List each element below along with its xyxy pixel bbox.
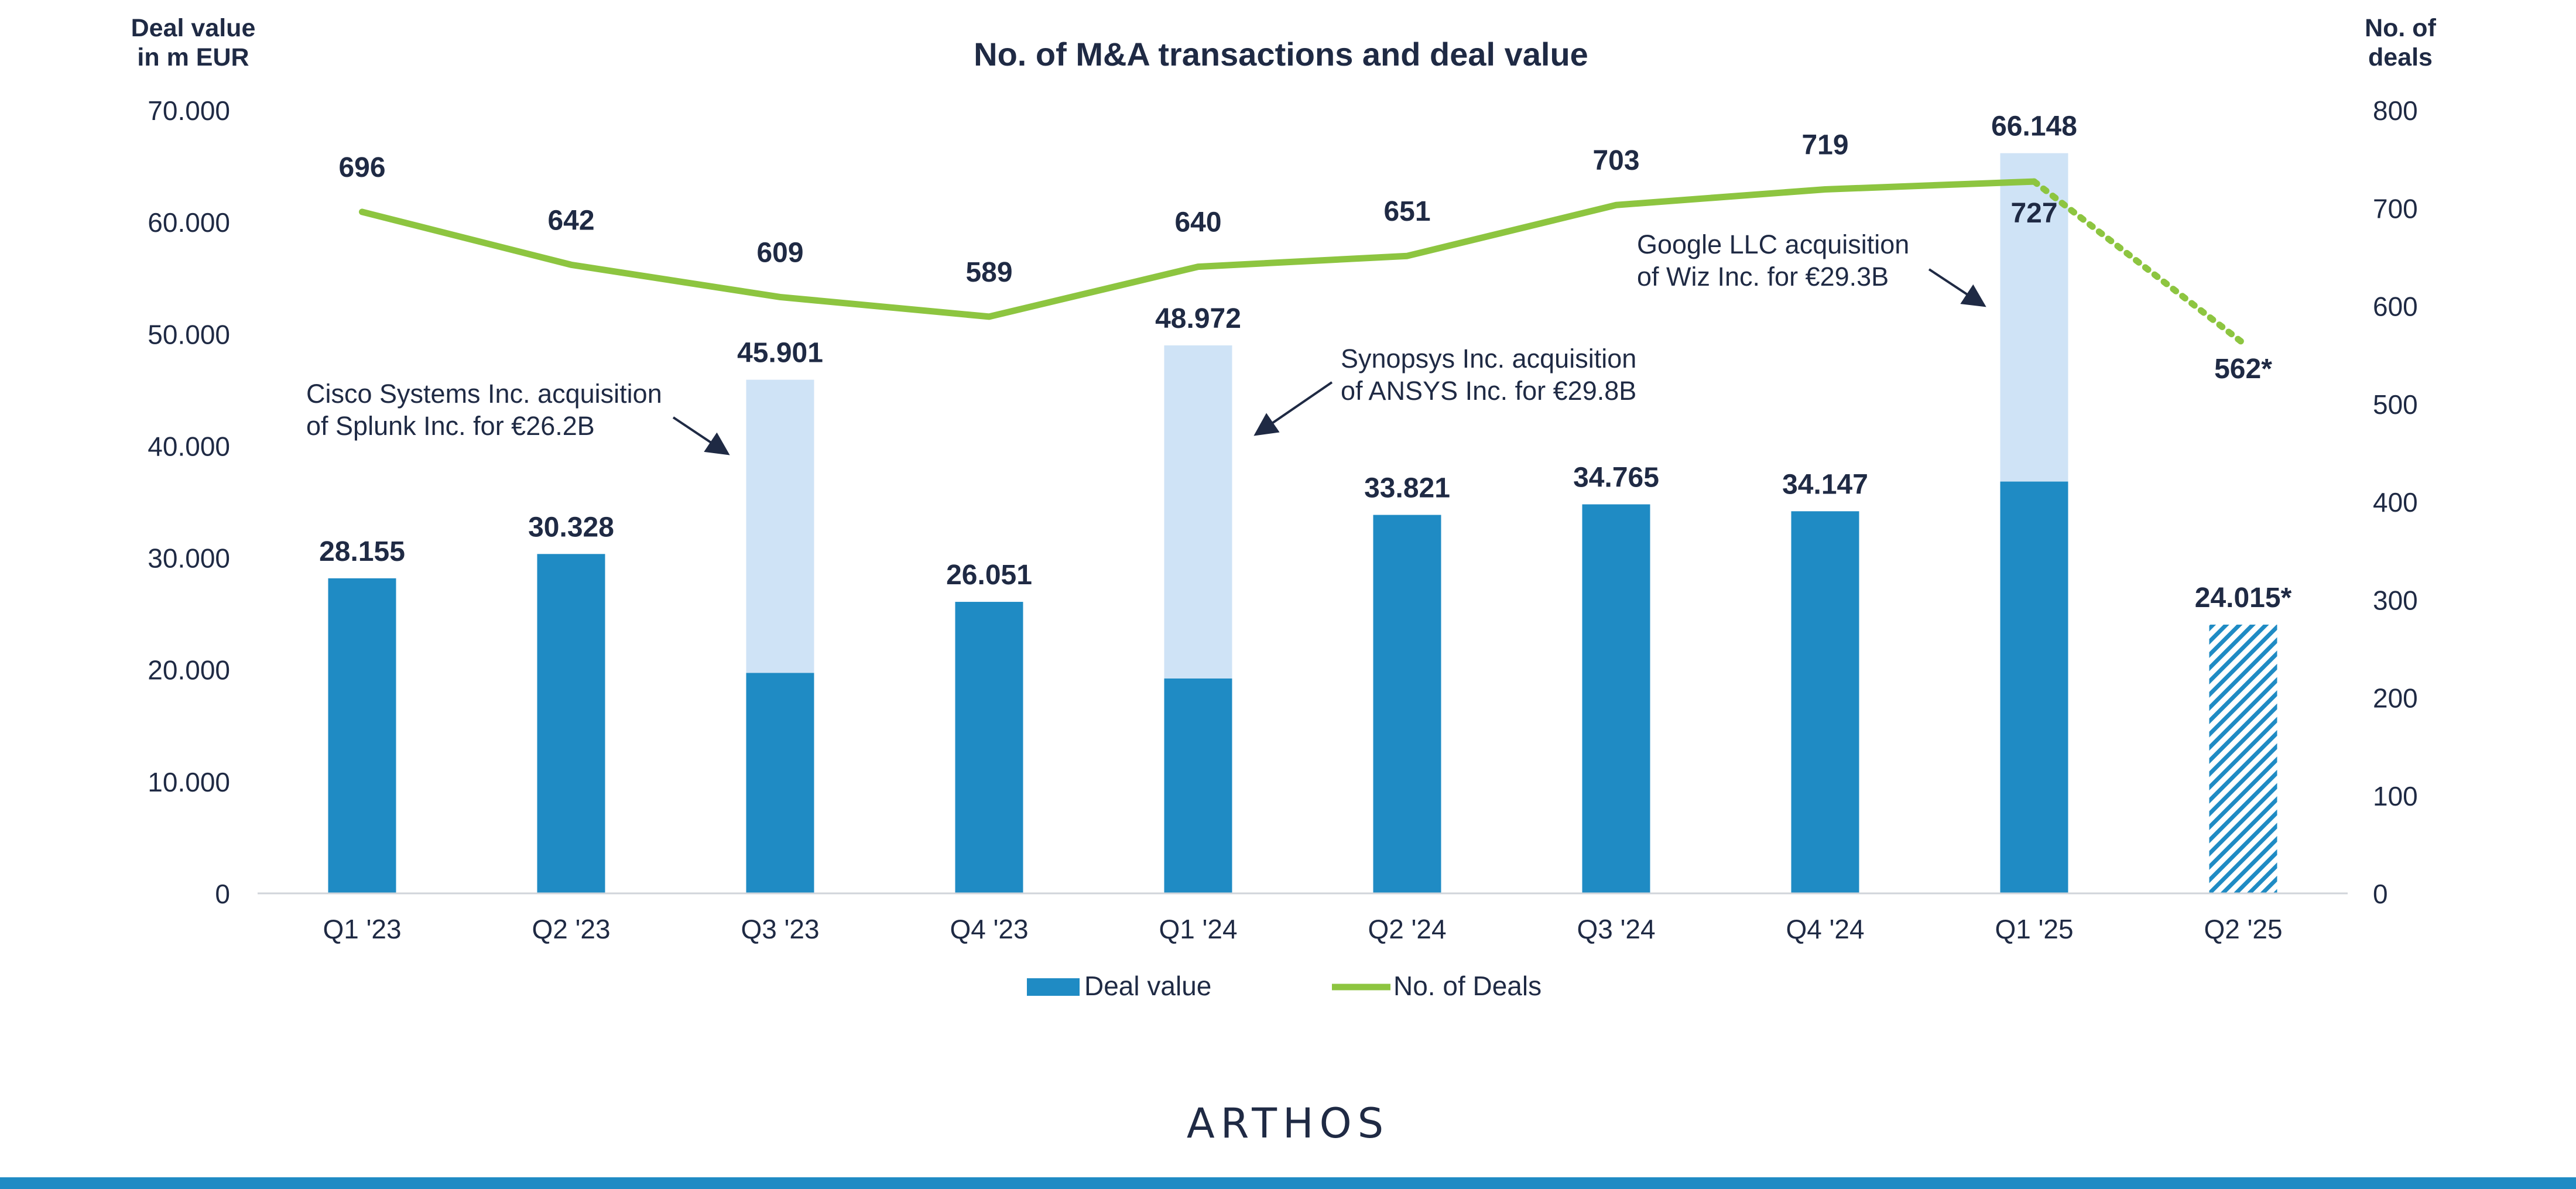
line-data-label: 696 — [338, 152, 385, 183]
bar-data-label: 48.972 — [1155, 303, 1241, 334]
deal-count-labels: 696 642 609 589 640 651 703 719 727 562* — [338, 129, 2272, 385]
bar-data-label: 26.051 — [946, 560, 1032, 591]
y-left-tick-label: 30.000 — [148, 543, 230, 574]
y-right-axis: 0 100 200 300 400 500 600 700 800 — [2373, 95, 2418, 909]
y-left-tick-label: 20.000 — [148, 655, 230, 686]
deal-count-line-solid — [359, 178, 2037, 320]
bar-mega-deal — [746, 379, 814, 673]
bar-mega-deal — [2000, 153, 2068, 482]
y-right-axis-title-line1: No. of — [2365, 14, 2436, 42]
x-tick-label: Q4 '23 — [950, 914, 1028, 944]
y-right-tick-label: 400 — [2373, 487, 2418, 518]
deal-count-line-forecast — [2031, 178, 2246, 347]
x-tick-label: Q3 '24 — [1577, 914, 1655, 944]
annotation-line1: Google LLC acquisition — [1637, 229, 1909, 259]
annotation-line2: of ANSYS Inc. for €29.8B — [1341, 376, 1636, 406]
y-right-tick-label: 800 — [2373, 95, 2418, 126]
bar — [2000, 481, 2068, 893]
y-left-axis: 0 10.000 20.000 30.000 40.000 50.000 60.000 70.… — [148, 95, 230, 909]
deal-value-bars — [328, 153, 2277, 893]
bar — [746, 673, 814, 893]
chart-title: No. of M&A transactions and deal value — [974, 36, 1588, 73]
x-tick-label: Q3 '23 — [741, 914, 819, 944]
legend-label-deal-value: Deal value — [1084, 971, 1211, 1001]
bar — [2209, 624, 2277, 893]
bar — [1791, 511, 1859, 893]
line-data-label: 589 — [965, 257, 1012, 288]
y-right-tick-label: 100 — [2373, 781, 2418, 811]
x-tick-label: Q1 '25 — [1995, 914, 2073, 944]
x-axis: Q1 '23 Q2 '23 Q3 '23 Q4 '23 Q1 '24 Q2 '24 Q3 '… — [323, 914, 2282, 944]
bar-data-label: 45.901 — [737, 338, 823, 369]
line-data-label: 609 — [756, 237, 803, 268]
y-left-tick-label: 10.000 — [148, 767, 230, 797]
bar-data-label: 24.015* — [2195, 582, 2292, 614]
bar-data-label: 33.821 — [1364, 473, 1450, 504]
line-data-label: 640 — [1174, 207, 1221, 238]
y-left-axis-title-line2: in m EUR — [137, 43, 249, 71]
annotation-line1: Synopsys Inc. acquisition — [1341, 344, 1636, 374]
y-left-axis-title-line1: Deal value — [131, 14, 256, 42]
legend: Deal value No. of Deals — [1027, 971, 1542, 1001]
bar — [1164, 679, 1232, 893]
footer-bar — [0, 1177, 2576, 1189]
y-left-tick-label: 50.000 — [148, 319, 230, 349]
y-left-tick-label: 60.000 — [148, 207, 230, 238]
annotation-arrow — [1253, 381, 1333, 436]
annotation-line2: of Splunk Inc. for €26.2B — [306, 411, 595, 441]
y-right-tick-label: 200 — [2373, 683, 2418, 714]
deal-count-line — [359, 178, 2246, 347]
x-tick-label: Q2 '24 — [1368, 914, 1446, 944]
bar-data-label: 34.147 — [1782, 469, 1868, 500]
x-tick-label: Q1 '24 — [1159, 914, 1237, 944]
line-data-label: 651 — [1383, 196, 1430, 227]
y-left-tick-label: 0 — [215, 879, 230, 909]
x-tick-label: Q2 '25 — [2204, 914, 2282, 944]
y-right-tick-label: 300 — [2373, 585, 2418, 615]
y-right-tick-label: 700 — [2373, 193, 2418, 224]
y-left-tick-label: 40.000 — [148, 431, 230, 461]
bar — [1373, 515, 1441, 893]
bar — [328, 578, 396, 893]
line-data-label: 642 — [547, 205, 594, 236]
bar — [1582, 504, 1650, 893]
bar — [537, 554, 605, 893]
line-data-label: 703 — [1592, 145, 1639, 176]
line-data-label: 727 — [2010, 198, 2057, 229]
bar-data-label: 30.328 — [528, 512, 614, 543]
legend-swatch-deal-value — [1027, 978, 1080, 996]
x-tick-label: Q2 '23 — [532, 914, 610, 944]
y-left-tick-label: 70.000 — [148, 95, 230, 126]
bar-data-label: 34.765 — [1573, 462, 1659, 493]
x-tick-label: Q1 '23 — [323, 914, 401, 944]
x-tick-label: Q4 '24 — [1786, 914, 1864, 944]
bar-data-label: 28.155 — [319, 536, 405, 567]
annotation-arrow — [672, 416, 730, 455]
y-right-axis-title-line2: deals — [2368, 43, 2433, 71]
annotation-arrow — [1928, 268, 1986, 307]
y-right-tick-label: 0 — [2373, 879, 2388, 909]
y-right-tick-label: 600 — [2373, 292, 2418, 322]
deal-value-labels: 28.155 30.328 45.901 26.051 48.972 33.821 34.7… — [319, 111, 2291, 614]
annotation-line1: Cisco Systems Inc. acquisition — [306, 379, 662, 409]
line-data-label: 719 — [1801, 129, 1848, 160]
bar-data-label: 66.148 — [1991, 111, 2077, 142]
bar — [955, 602, 1023, 893]
annotation-line2: of Wiz Inc. for €29.3B — [1637, 262, 1889, 292]
bar-mega-deal — [1164, 345, 1232, 679]
line-data-label: 562* — [2214, 354, 2272, 385]
brand-logo: ARTHOS — [1187, 1099, 1389, 1147]
legend-label-deals: No. of Deals — [1393, 971, 1542, 1001]
y-right-tick-label: 500 — [2373, 389, 2418, 420]
